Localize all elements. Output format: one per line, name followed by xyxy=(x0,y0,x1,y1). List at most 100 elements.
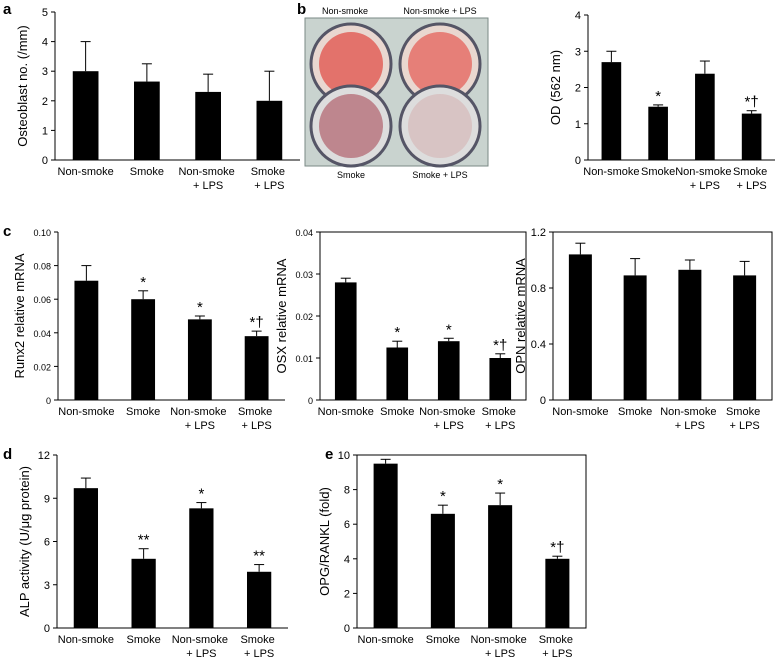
x-tick-label: Smoke xyxy=(130,166,164,178)
y-tick-label: 2 xyxy=(575,83,581,95)
bar xyxy=(489,358,512,400)
bar xyxy=(189,508,214,628)
panel-letter: d xyxy=(3,446,12,463)
error-bar xyxy=(437,504,448,514)
x-tick-label-line: Non-smoke xyxy=(470,634,529,646)
bar xyxy=(741,113,762,160)
bar xyxy=(131,558,156,628)
x-tick-label: Smoke + LPS xyxy=(238,406,275,432)
y-axis-label: OPG/RANKL (fold) xyxy=(317,487,332,596)
y-tick-label: 0 xyxy=(540,395,546,407)
photo-label: Non-smoke + LPS xyxy=(403,6,476,16)
photo-label: Smoke xyxy=(337,170,365,180)
error-bar xyxy=(138,290,149,300)
well-stain xyxy=(319,94,383,158)
x-tick-label: Non-smoke + LPS xyxy=(675,166,734,192)
significance-mark: *† xyxy=(493,337,507,354)
bar xyxy=(373,463,398,628)
x-tick-label-line: Non-smoke xyxy=(172,634,231,646)
y-tick-label: 3 xyxy=(44,580,50,592)
bar xyxy=(131,299,156,400)
x-tick-label-line: + LPS xyxy=(542,648,572,660)
y-tick-label: 3 xyxy=(575,46,581,58)
x-tick-label-line: + LPS xyxy=(244,648,274,660)
well-stain xyxy=(319,32,383,96)
error-bar xyxy=(606,50,617,63)
x-tick-label-line: + LPS xyxy=(185,420,215,432)
plot-frame xyxy=(356,454,587,629)
x-tick-label-line: Non-smoke xyxy=(419,406,478,418)
y-axis-label: Runx2 relative mRNA xyxy=(12,253,27,378)
x-tick-label-line: + LPS xyxy=(485,648,515,660)
error-bar xyxy=(699,60,710,74)
significance-mark: * xyxy=(197,299,203,316)
error-bar xyxy=(141,63,152,82)
y-tick-label: 3 xyxy=(42,66,48,78)
bar xyxy=(334,282,357,400)
x-tick-label: Smoke xyxy=(127,634,161,646)
x-tick-label-line: Smoke xyxy=(251,166,288,178)
y-tick-label: 0.04 xyxy=(295,228,313,238)
bar xyxy=(568,254,592,400)
significance-mark: ** xyxy=(138,532,150,549)
significance-mark: * xyxy=(446,321,452,338)
y-tick-label: 10 xyxy=(338,450,350,462)
bar xyxy=(488,505,513,628)
x-tick-label-line: + LPS xyxy=(254,180,284,192)
error-bar xyxy=(80,477,91,489)
x-tick-label-line: Non-smoke xyxy=(660,406,719,418)
error-bar xyxy=(203,73,214,92)
error-bar xyxy=(196,502,207,509)
significance-mark: *† xyxy=(550,539,564,556)
error-bar xyxy=(552,555,563,559)
plot-frame xyxy=(552,231,773,401)
x-tick-label: Non-smoke xyxy=(583,166,639,178)
error-bar xyxy=(251,330,262,337)
x-tick-label: Non-smoke xyxy=(358,634,414,646)
x-tick-label-line: Non-smoke xyxy=(675,166,734,178)
y-tick-label: 1 xyxy=(42,125,48,137)
y-tick-label: 8 xyxy=(344,485,350,497)
x-tick-label: Non-smoke xyxy=(318,406,374,418)
panel-letter: a xyxy=(3,1,12,18)
bar xyxy=(74,280,99,400)
y-tick-label: 0.02 xyxy=(295,312,313,322)
y-tick-label: 4 xyxy=(575,10,581,22)
x-tick-label: Non-smoke xyxy=(58,406,114,418)
well-stain xyxy=(408,32,472,96)
y-tick-label: 0.01 xyxy=(295,354,313,364)
y-axis-label: ALP activity (U/μg protein) xyxy=(17,466,32,617)
x-tick-label: Smoke + LPS xyxy=(726,406,763,432)
y-tick-label: 0.08 xyxy=(33,262,51,272)
y-axis-label: OPN relative mRNA xyxy=(513,258,528,374)
error-bar xyxy=(630,258,641,276)
y-tick-label: 1 xyxy=(575,119,581,131)
error-bar xyxy=(380,458,391,464)
x-tick-label-line: Smoke xyxy=(539,634,576,646)
y-tick-label: 0.8 xyxy=(531,283,546,295)
bar xyxy=(733,275,757,400)
x-tick-label: Smoke xyxy=(380,406,414,418)
panel-letter: b xyxy=(297,1,306,18)
bar xyxy=(187,319,212,400)
x-tick-label-line: Smoke xyxy=(733,166,770,178)
y-tick-label: 0.4 xyxy=(531,339,546,351)
x-tick-label-line: Smoke xyxy=(726,406,763,418)
x-tick-label-line: + LPS xyxy=(193,180,223,192)
error-bar xyxy=(495,492,506,506)
bar xyxy=(623,275,647,400)
y-tick-label: 0 xyxy=(46,396,51,406)
bar xyxy=(545,558,570,628)
y-tick-label: 6 xyxy=(44,537,50,549)
bar xyxy=(256,100,283,160)
error-bar xyxy=(746,110,757,114)
x-tick-label: Smoke + LPS xyxy=(482,406,519,432)
panel-letter: c xyxy=(3,223,11,240)
bar xyxy=(601,62,622,160)
x-tick-label: Smoke + LPS xyxy=(539,634,576,660)
error-bar xyxy=(138,548,149,559)
y-tick-label: 0 xyxy=(308,396,313,406)
x-tick-label-line: Smoke xyxy=(240,634,277,646)
y-tick-label: 9 xyxy=(44,493,50,505)
x-tick-label: Smoke + LPS xyxy=(251,166,288,192)
